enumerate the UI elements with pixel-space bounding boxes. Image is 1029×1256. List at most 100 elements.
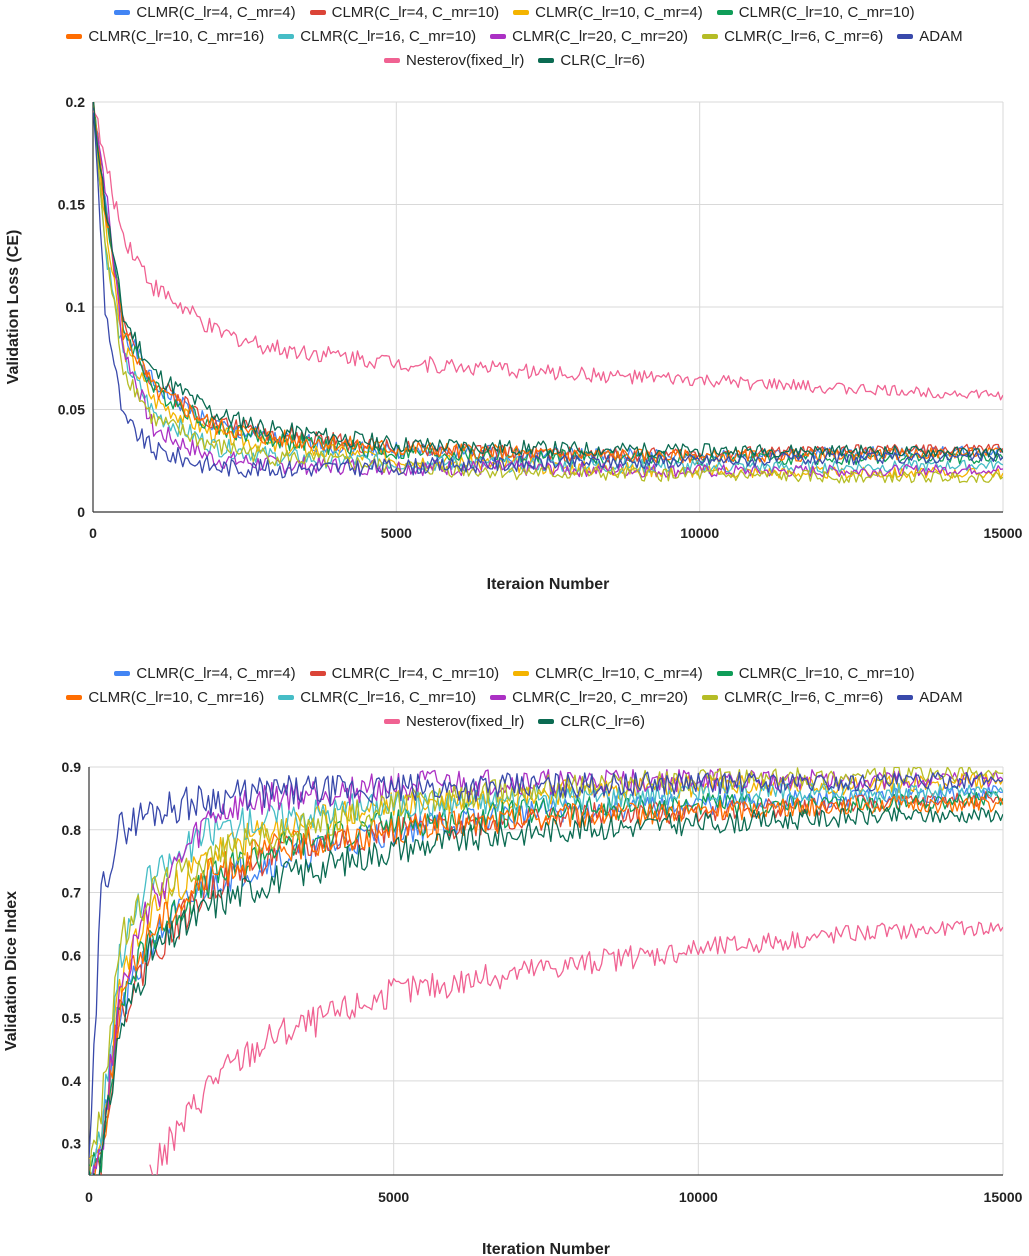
legend-entry: CLMR(C_lr=10, C_mr=10) xyxy=(716,664,915,682)
legend-label: CLMR(C_lr=10, C_mr=16) xyxy=(88,27,265,45)
series-line xyxy=(93,104,1003,484)
x-tick-label: 5000 xyxy=(381,525,412,541)
legend-swatch xyxy=(538,57,555,63)
legend-swatch xyxy=(716,9,733,15)
legend-swatch xyxy=(513,670,530,676)
legend-label: CLMR(C_lr=4, C_mr=4) xyxy=(136,3,296,21)
series-line xyxy=(92,790,1003,1175)
legend-swatch xyxy=(114,670,131,676)
x-tick-label: 15000 xyxy=(984,525,1023,541)
validation-loss-chart: 0 0.05 0.1 0.15 0.2 0 5000 10000 15000 Iteraion N… xyxy=(5,94,1023,593)
series-line xyxy=(90,780,1003,1175)
legend-label: CLMR(C_lr=10, C_mr=10) xyxy=(738,664,915,682)
legend-swatch xyxy=(897,694,914,700)
legend-entry: CLR(C_lr=6) xyxy=(538,713,645,730)
series-line xyxy=(89,772,1003,1160)
legend-label: CLMR(C_lr=6, C_mr=6) xyxy=(724,688,884,706)
y-tick-label: 0.1 xyxy=(66,299,86,315)
series-group xyxy=(93,102,1003,484)
legend-swatch xyxy=(702,694,719,700)
legend-label: CLMR(C_lr=10, C_mr=4) xyxy=(535,664,703,682)
legend-entry: ADAM xyxy=(897,27,963,45)
y-tick-label: 0.4 xyxy=(62,1073,82,1089)
legend-swatch xyxy=(513,9,530,15)
legend-swatch xyxy=(114,9,131,15)
series-line xyxy=(89,806,1003,1175)
series-line xyxy=(93,102,1003,458)
bottom-chart-legend: CLMR(C_lr=4, C_mr=4) CLMR(C_lr=4, C_mr=1… xyxy=(0,661,1029,733)
legend-entry: CLMR(C_lr=4, C_mr=10) xyxy=(309,3,500,21)
x-tick-label: 10000 xyxy=(679,1189,718,1205)
legend-swatch xyxy=(490,694,507,700)
legend-entry: CLMR(C_lr=10, C_mr=4) xyxy=(513,4,703,21)
y-axis-title: Validation Dice Index xyxy=(3,891,20,1051)
x-tick-label: 5000 xyxy=(378,1189,409,1205)
series-line xyxy=(93,102,1003,474)
legend-entry: CLMR(C_lr=16, C_mr=10) xyxy=(278,28,476,45)
x-tick-label: 10000 xyxy=(680,525,719,541)
legend-entry: CLMR(C_lr=4, C_mr=4) xyxy=(114,3,296,21)
y-axis-title: Validation Loss (CE) xyxy=(5,230,22,385)
legend-label: CLMR(C_lr=16, C_mr=10) xyxy=(300,27,477,45)
legend-label: CLMR(C_lr=10, C_mr=4) xyxy=(535,3,703,21)
legend-row: CLMR(C_lr=10, C_mr=16) CLMR(C_lr=16, C_m… xyxy=(0,685,1029,709)
legend-label: ADAM xyxy=(919,27,963,45)
legend-row: CLMR(C_lr=10, C_mr=16) CLMR(C_lr=16, C_m… xyxy=(0,24,1029,48)
series-line xyxy=(93,102,1003,463)
legend-entry: CLMR(C_lr=20, C_mr=20) xyxy=(490,689,688,706)
y-tick-label: 0.15 xyxy=(58,197,85,213)
legend-label: CLR(C_lr=6) xyxy=(560,712,645,730)
y-tick-label: 0.7 xyxy=(62,885,82,901)
x-tick-label: 15000 xyxy=(984,1189,1023,1205)
legend-swatch xyxy=(490,33,507,39)
series-line xyxy=(89,791,1003,1173)
y-tick-label: 0 xyxy=(77,504,85,520)
y-tick-label: 0.5 xyxy=(62,1010,82,1026)
legend-swatch xyxy=(66,33,83,39)
legend-entry: Nesterov(fixed_lr) xyxy=(384,52,524,69)
legend-entry: CLMR(C_lr=4, C_mr=4) xyxy=(114,664,296,682)
y-tick-label: 0.9 xyxy=(62,759,82,775)
legend-label: CLMR(C_lr=20, C_mr=20) xyxy=(512,27,689,45)
series-line xyxy=(92,768,1003,1175)
legend-label: ADAM xyxy=(919,688,963,706)
legend-entry: CLMR(C_lr=10, C_mr=10) xyxy=(716,4,915,21)
legend-label: Nesterov(fixed_lr) xyxy=(406,712,525,730)
series-line xyxy=(89,795,1003,1175)
legend-entry: CLMR(C_lr=4, C_mr=10) xyxy=(309,664,500,682)
legend-label: CLMR(C_lr=4, C_mr=10) xyxy=(331,664,500,682)
legend-swatch xyxy=(66,694,83,700)
legend-label: Nesterov(fixed_lr) xyxy=(406,51,525,69)
legend-swatch xyxy=(309,9,326,15)
series-line xyxy=(93,107,1003,480)
y-tick-label: 0.3 xyxy=(62,1136,82,1152)
legend-swatch xyxy=(384,57,400,63)
legend-row: CLMR(C_lr=4, C_mr=4) CLMR(C_lr=4, C_mr=1… xyxy=(0,0,1029,24)
legend-label: CLMR(C_lr=10, C_mr=16) xyxy=(88,688,265,706)
y-tick-label: 0.2 xyxy=(66,94,86,110)
legend-entry: CLMR(C_lr=10, C_mr=4) xyxy=(513,665,703,682)
series-line xyxy=(149,920,1003,1175)
legend-entry: ADAM xyxy=(897,688,963,706)
legend-entry: CLR(C_lr=6) xyxy=(538,52,645,69)
legend-entry: Nesterov(fixed_lr) xyxy=(384,713,524,730)
y-tick-label: 0.8 xyxy=(62,822,82,838)
legend-entry: CLMR(C_lr=10, C_mr=16) xyxy=(66,28,264,45)
legend-label: CLR(C_lr=6) xyxy=(560,51,645,69)
legend-label: CLMR(C_lr=4, C_mr=10) xyxy=(331,3,500,21)
x-tick-label: 0 xyxy=(89,525,97,541)
x-axis-title: Iteraion Number xyxy=(487,576,610,593)
legend-swatch xyxy=(716,670,733,676)
legend-entry: CLMR(C_lr=10, C_mr=16) xyxy=(66,689,264,706)
legend-label: CLMR(C_lr=20, C_mr=20) xyxy=(512,688,689,706)
top-chart-legend: CLMR(C_lr=4, C_mr=4) CLMR(C_lr=4, C_mr=1… xyxy=(0,0,1029,72)
legend-entry: CLMR(C_lr=20, C_mr=20) xyxy=(490,28,688,45)
legend-label: CLMR(C_lr=16, C_mr=10) xyxy=(300,688,477,706)
legend-label: CLMR(C_lr=6, C_mr=6) xyxy=(724,27,884,45)
series-line xyxy=(93,102,1003,464)
legend-label: CLMR(C_lr=4, C_mr=4) xyxy=(136,664,296,682)
y-tick-label: 0.6 xyxy=(62,947,82,963)
series-line xyxy=(93,110,1003,401)
series-line xyxy=(93,110,1003,466)
series-group xyxy=(89,767,1003,1175)
